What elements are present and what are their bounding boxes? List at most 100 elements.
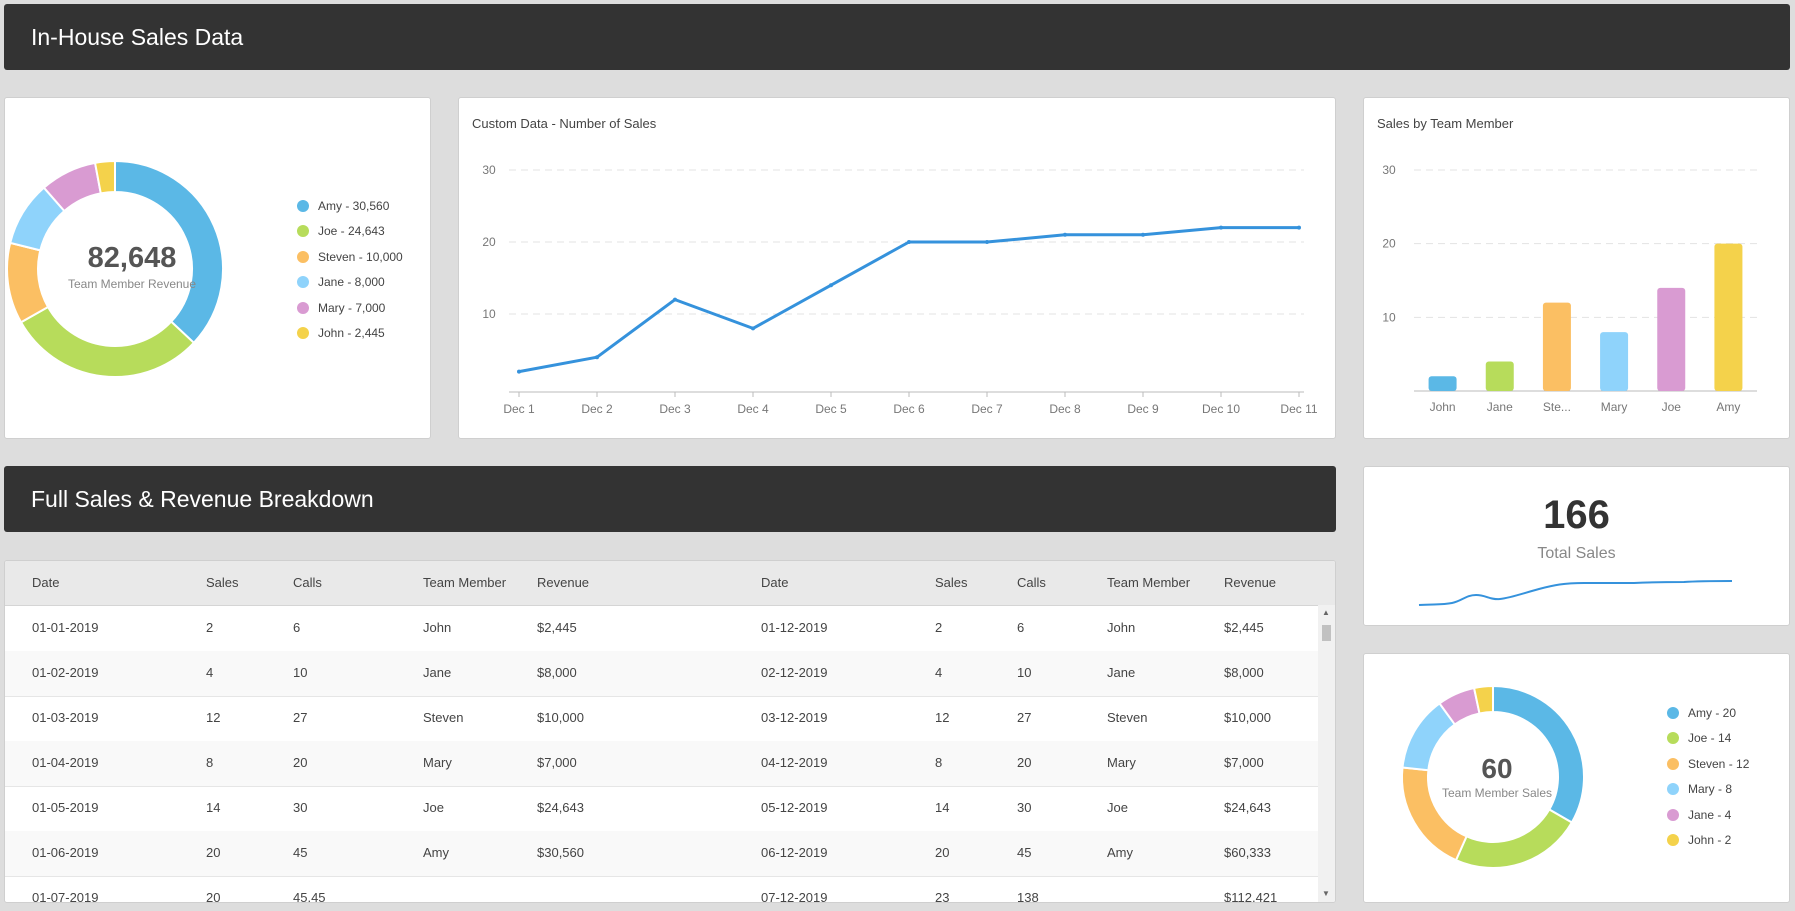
sales-legend-item[interactable]: Joe - 14	[1667, 726, 1749, 752]
line-x-tick-label: Dec 2	[581, 402, 613, 416]
total-sales-label: Total Sales	[1537, 545, 1616, 562]
sales-donut-slice-joe[interactable]	[1454, 808, 1574, 869]
table-cell: 23	[935, 890, 950, 903]
table-cell: 20	[1017, 755, 1032, 770]
table-cell: 45	[1017, 845, 1032, 860]
table-scrollbar[interactable]: ▲ ▼	[1318, 605, 1335, 902]
bar-y-tick-label: 10	[1382, 310, 1396, 324]
column-header[interactable]: Team Member	[423, 575, 507, 590]
sales-data-point[interactable]	[829, 283, 833, 288]
revenue-legend-item[interactable]: Joe - 24,643	[297, 219, 403, 245]
table-cell: 6	[293, 620, 301, 635]
sales-breakdown-table[interactable]: Date Sales Calls Team Member Revenue Date Sale…	[4, 560, 1336, 903]
scroll-thumb[interactable]	[1322, 625, 1331, 641]
bar-x-tick-label: Jane	[1487, 400, 1513, 414]
sales-legend-item[interactable]: Steven - 12	[1667, 751, 1749, 777]
revenue-donut-slice-joe[interactable]	[19, 305, 196, 378]
revenue-legend-item[interactable]: Amy - 30,560	[297, 193, 403, 219]
sales-data-point[interactable]	[1063, 232, 1067, 237]
scroll-up-icon[interactable]: ▲	[1322, 608, 1330, 617]
legend-dot-icon	[1667, 834, 1679, 847]
table-row[interactable]: 01-06-2019 20 45 Amy $30,560 06-12-2019 20 45 Am…	[5, 831, 1318, 877]
table-cell: Amy	[1107, 845, 1133, 860]
column-header[interactable]: Team Member	[1107, 575, 1191, 590]
legend-dot-icon	[1667, 706, 1679, 719]
column-header[interactable]: Revenue	[1224, 575, 1277, 590]
table-cell: 2	[206, 620, 214, 635]
column-header[interactable]: Sales	[935, 575, 968, 590]
legend-dot-icon	[297, 276, 309, 289]
table-cell: $10,000	[537, 710, 584, 725]
legend-label: Amy - 30,560	[318, 198, 390, 213]
line-chart-title: Custom Data - Number of Sales	[472, 116, 657, 131]
legend-dot-icon	[1667, 783, 1679, 796]
column-header[interactable]: Date	[32, 575, 60, 590]
sales-legend-item[interactable]: John - 2	[1667, 828, 1749, 854]
table-cell: 4	[206, 665, 214, 680]
column-header[interactable]: Date	[761, 575, 789, 590]
bar-ste[interactable]	[1542, 302, 1571, 391]
table-cell: Jane	[423, 665, 452, 680]
bar-john[interactable]	[1428, 376, 1457, 391]
table-cell: 20	[206, 845, 221, 860]
sales-data-point[interactable]	[985, 240, 989, 244]
line-x-tick-label: Dec 4	[737, 402, 769, 416]
table-cell: 12	[206, 710, 221, 725]
bar-mary[interactable]	[1600, 332, 1629, 391]
bar-joe[interactable]	[1657, 287, 1686, 391]
sales-data-point[interactable]	[907, 240, 911, 244]
column-header[interactable]: Revenue	[537, 575, 590, 590]
table-cell: 14	[935, 800, 950, 815]
revenue-donut-center: 82,648 Team Member Revenue	[27, 244, 237, 292]
revenue-legend-item[interactable]: Mary - 7,000	[297, 295, 403, 321]
sales-data-point[interactable]	[595, 355, 599, 360]
table-cell: 07-12-2019	[761, 890, 828, 903]
sales-series-line[interactable]	[518, 226, 1299, 374]
revenue-legend-item[interactable]: Steven - 10,000	[297, 244, 403, 270]
sales-legend-item[interactable]: Mary - 8	[1667, 777, 1749, 803]
table-row[interactable]: 01-03-2019 12 27 Steven $10,000 03-12-2019 12 2…	[5, 696, 1318, 742]
bar-y-tick-label: 30	[1382, 163, 1396, 177]
sales-legend-item[interactable]: Amy - 20	[1667, 700, 1749, 726]
legend-dot-icon	[1667, 732, 1679, 745]
column-header[interactable]: Calls	[293, 575, 322, 590]
legend-dot-icon	[297, 225, 309, 238]
table-row[interactable]: 01-01-2019 2 6 John $2,445 01-12-2019 2 6 John $2…	[5, 606, 1318, 652]
table-row[interactable]: 01-07-2019 20 45.45 07-12-2019 23 138 $112,421	[5, 876, 1318, 903]
revenue-donut-slice-john[interactable]	[93, 159, 116, 195]
revenue-legend-item[interactable]: John - 2,445	[297, 321, 403, 347]
sales-donut-slice-john[interactable]	[1472, 684, 1494, 715]
table-row[interactable]: 01-05-2019 14 30 Joe $24,643 05-12-2019 14 30 Jo…	[5, 786, 1318, 832]
sales-data-point[interactable]	[517, 369, 521, 374]
sales-by-team-member-card: Sales by Team Member 10 20 30 John Jane Ste..…	[1363, 97, 1790, 439]
table-row[interactable]: 01-02-2019 4 10 Jane $8,000 02-12-2019 4 10 Jane…	[5, 651, 1318, 697]
bar-amy[interactable]	[1714, 243, 1743, 391]
sales-data-point[interactable]	[751, 326, 755, 331]
legend-label: Mary - 7,000	[318, 300, 386, 315]
scroll-down-icon[interactable]: ▼	[1322, 889, 1330, 898]
total-sales-sparkline	[1418, 580, 1733, 606]
bar-jane[interactable]	[1485, 361, 1514, 391]
sales-legend: Amy - 20 Joe - 14 Steven - 12 Mary - 8 Jane …	[1667, 700, 1749, 853]
column-header[interactable]: Sales	[206, 575, 239, 590]
sales-data-point[interactable]	[1219, 225, 1223, 230]
revenue-donut-chart	[6, 159, 224, 378]
table-cell: 04-12-2019	[761, 755, 828, 770]
sales-legend-item[interactable]: Jane - 4	[1667, 802, 1749, 828]
number-of-sales-card: Custom Data - Number of Sales 10 20 30 Dec …	[458, 97, 1336, 439]
legend-label: Jane - 4	[1688, 807, 1732, 822]
sales-data-point[interactable]	[1141, 232, 1145, 237]
revenue-legend-item[interactable]: Jane - 8,000	[297, 270, 403, 296]
table-cell: 45	[293, 845, 308, 860]
table-cell: 10	[1017, 665, 1032, 680]
table-cell: 20	[293, 755, 308, 770]
sales-data-point[interactable]	[1297, 225, 1301, 230]
page-header: In-House Sales Data	[4, 4, 1790, 70]
table-cell: $24,643	[537, 800, 584, 815]
bar-x-tick-label: Joe	[1662, 400, 1682, 414]
sales-data-point[interactable]	[673, 297, 677, 302]
line-x-tick-label: Dec 9	[1127, 402, 1159, 416]
column-header[interactable]: Calls	[1017, 575, 1046, 590]
table-cell: 01-04-2019	[32, 755, 99, 770]
table-row[interactable]: 01-04-2019 8 20 Mary $7,000 04-12-2019 8 20 Mary…	[5, 741, 1318, 787]
